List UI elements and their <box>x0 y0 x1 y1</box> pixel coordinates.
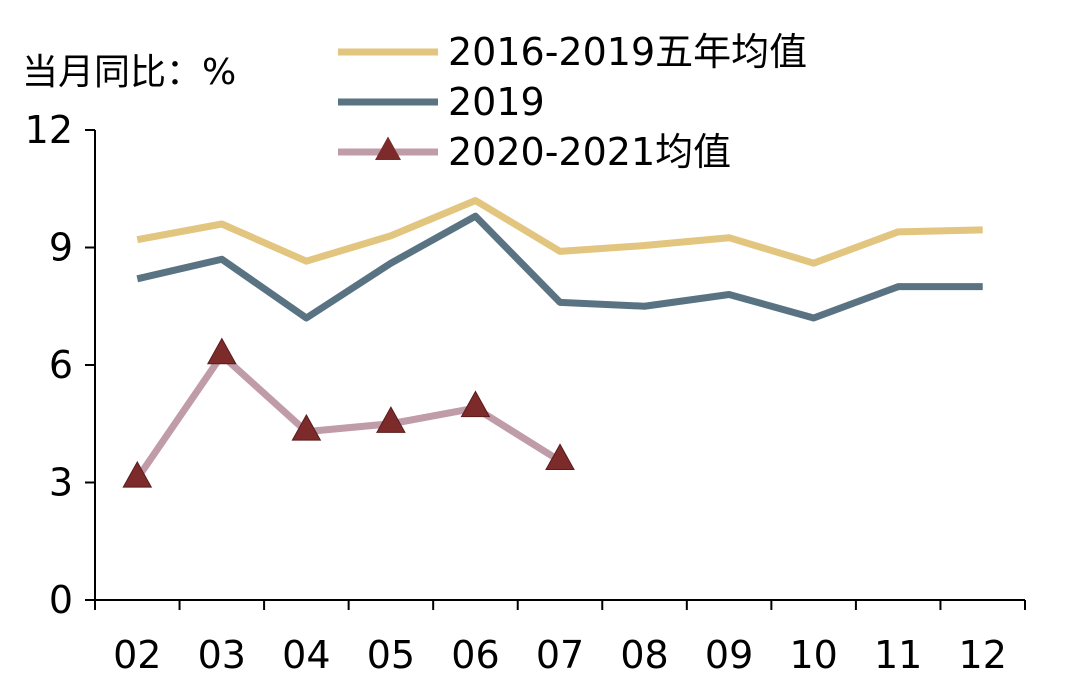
data-point-marker <box>376 406 406 433</box>
data-point-marker <box>122 460 153 488</box>
series-2 <box>136 212 983 322</box>
x-tick-label: 11 <box>874 633 922 677</box>
x-tick-label: 02 <box>113 633 161 677</box>
y-tick-label: 0 <box>49 578 73 622</box>
data-point-marker <box>460 390 491 418</box>
y-axis-unit-label: 当月同比：% <box>22 52 236 93</box>
legend: 2016-2019五年均值 2019 2020-2021均值 <box>338 30 807 174</box>
series-3 <box>122 337 575 488</box>
legend-label: 2019 <box>448 80 545 124</box>
x-tick-label: 12 <box>959 633 1007 677</box>
legend-label: 2020-2021均值 <box>448 130 731 174</box>
series-layer <box>122 197 983 488</box>
series-1 <box>136 197 983 267</box>
y-tick-label: 9 <box>49 226 73 270</box>
series-line <box>134 351 562 481</box>
y-tick-label: 6 <box>49 343 73 387</box>
x-tick-label: 05 <box>367 633 415 677</box>
y-tick-label: 12 <box>25 108 73 152</box>
series-line <box>136 197 983 267</box>
data-point-marker <box>545 443 575 471</box>
x-axis-ticks: 02 03 04 05 06 07 08 09 10 11 12 <box>94 600 1026 677</box>
legend-label: 2016-2019五年均值 <box>448 30 807 74</box>
x-tick-label: 04 <box>282 633 330 677</box>
x-tick-label: 03 <box>198 633 246 677</box>
x-tick-label: 07 <box>536 633 584 677</box>
legend-item: 2016-2019五年均值 <box>338 30 807 74</box>
y-tick-label: 3 <box>49 461 73 505</box>
series-line <box>136 212 983 322</box>
x-tick-label: 09 <box>705 633 753 677</box>
x-tick-label: 10 <box>789 633 837 677</box>
data-point-marker <box>291 413 322 441</box>
x-tick-label: 08 <box>620 633 668 677</box>
data-point-marker <box>206 337 237 365</box>
legend-item: 2020-2021均值 <box>338 130 731 174</box>
x-tick-label: 06 <box>451 633 499 677</box>
legend-item: 2019 <box>338 80 545 124</box>
y-axis-ticks: 0 3 6 9 12 <box>25 108 95 622</box>
legend-marker <box>375 136 401 160</box>
